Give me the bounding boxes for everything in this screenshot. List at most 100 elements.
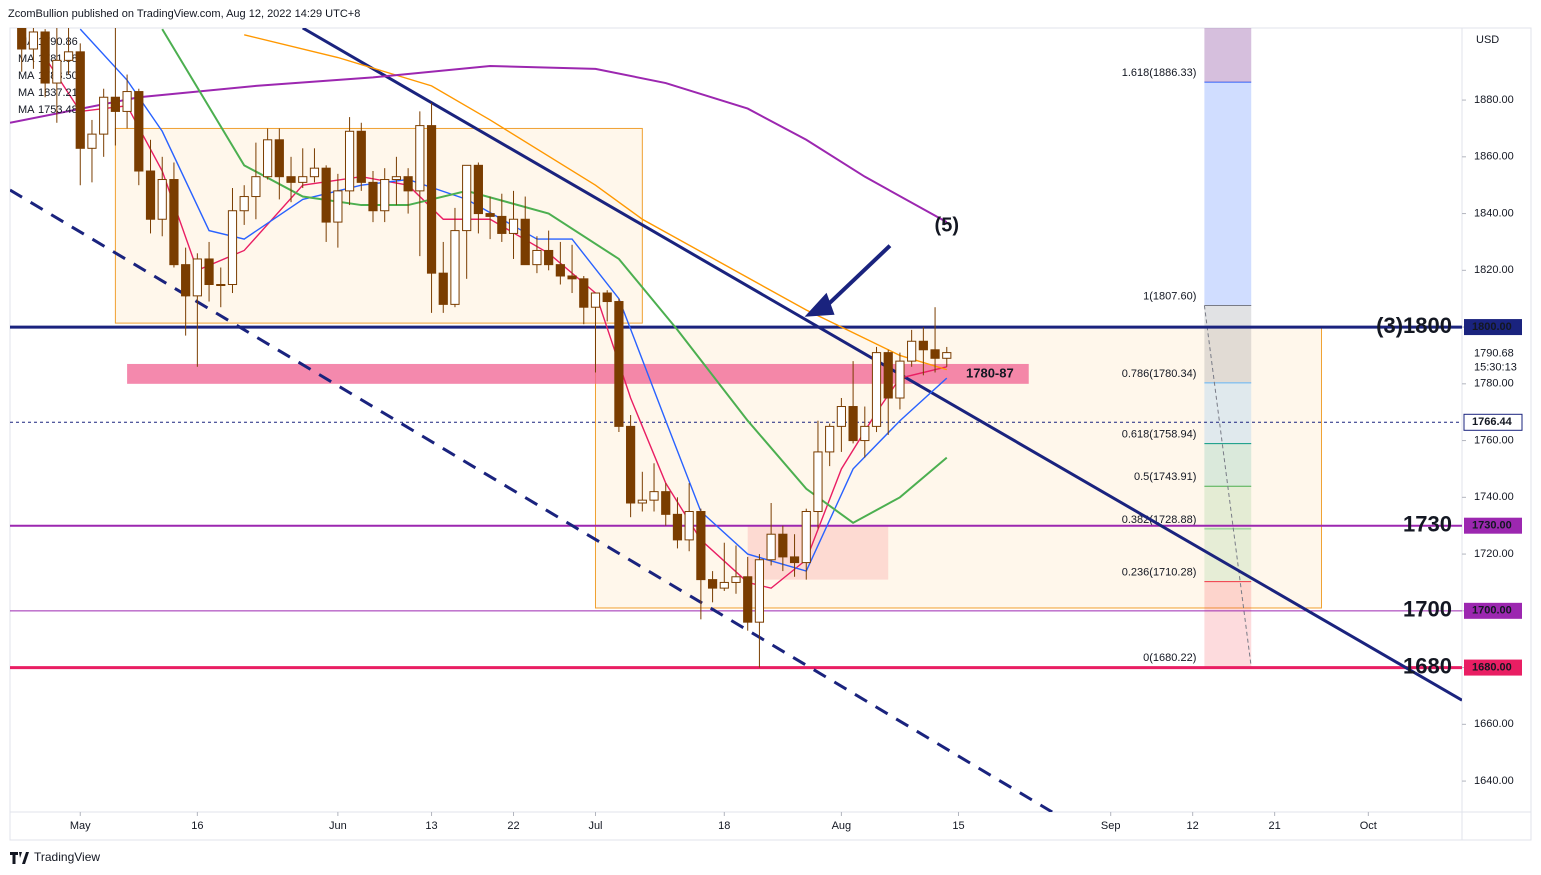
candle-body xyxy=(473,164,483,215)
candle-body xyxy=(672,513,683,541)
x-tick-label: Sep xyxy=(1101,820,1121,832)
level-badge-label: 1730.00 xyxy=(1472,520,1512,532)
x-tick-label: 18 xyxy=(718,820,730,832)
candle-body xyxy=(871,352,882,427)
logo xyxy=(10,852,29,864)
candle-body xyxy=(907,340,917,362)
fib-label: 1(1807.60) xyxy=(1143,290,1196,302)
level-badge xyxy=(1464,319,1522,336)
candle-body xyxy=(766,533,776,561)
candle-body xyxy=(918,340,928,351)
overlay: 1640.00 1660.00 1680.00 1700.00 1720.00 1740.… xyxy=(70,94,1523,832)
arrow-head xyxy=(804,292,835,317)
level-badge xyxy=(1464,517,1522,534)
fib-label: 0.382(1728.88) xyxy=(1122,514,1197,526)
candle-body xyxy=(930,349,940,359)
candle-body xyxy=(169,179,179,266)
candle-body xyxy=(532,249,542,266)
candle-body xyxy=(134,91,144,172)
candle-body xyxy=(520,218,530,266)
y-tick-label: 1740.00 xyxy=(1474,491,1514,503)
x-tick-label: Jul xyxy=(588,820,602,832)
currency: USD xyxy=(1476,34,1499,46)
candle-body xyxy=(251,176,261,198)
ma-line xyxy=(161,28,948,525)
candle-body xyxy=(274,139,284,178)
fib-trend xyxy=(1203,305,1252,668)
fib-top xyxy=(1204,28,1252,83)
candle-body xyxy=(462,164,472,232)
level-badge-label: 1700.00 xyxy=(1472,605,1512,617)
fib-band xyxy=(1204,486,1252,529)
y-tick-label: 1880.00 xyxy=(1474,94,1514,106)
y-tick-label: 1660.00 xyxy=(1474,718,1514,730)
fib-band xyxy=(1204,305,1252,383)
x-tick-label: Oct xyxy=(1360,820,1377,832)
level-label: 1680 xyxy=(1403,653,1452,678)
candle-body xyxy=(321,167,331,223)
x-tick-label: 12 xyxy=(1187,820,1199,832)
candle-body xyxy=(28,31,39,50)
candle-body xyxy=(626,425,636,504)
x-tick-label: 22 xyxy=(507,820,519,832)
candle-body xyxy=(895,360,905,399)
candle-body xyxy=(298,176,308,183)
countdown: 15:30:13 xyxy=(1474,361,1517,373)
candle-body xyxy=(508,218,519,234)
candle-body xyxy=(368,181,378,212)
fib-label: 0(1680.22) xyxy=(1143,652,1196,664)
legend-name: MA xyxy=(18,87,35,99)
header: ZcomBullion published on TradingView.com… xyxy=(8,8,360,20)
level-badge xyxy=(1464,602,1522,619)
candle-body xyxy=(145,170,156,220)
plot: 1780-87 1.618(1886.33) 1(1807.60) 0.786(178… xyxy=(10,28,1462,812)
level-label: 1730 xyxy=(1403,512,1452,537)
y-tick-label: 1860.00 xyxy=(1474,151,1514,163)
candle-body xyxy=(380,179,390,212)
level-label: (3)1800 xyxy=(1376,313,1452,338)
candle-body xyxy=(743,576,753,623)
y-tick-label: 1840.00 xyxy=(1474,207,1514,219)
legend-value: 1837.21 xyxy=(38,87,78,99)
legend-name: MA xyxy=(18,53,35,65)
marker-badge-label: 1766.44 xyxy=(1472,416,1513,428)
candle-body xyxy=(110,96,120,112)
candle-body xyxy=(649,491,659,501)
candle-body xyxy=(555,264,565,277)
arrow xyxy=(823,244,892,310)
candle-body xyxy=(181,264,191,297)
zone xyxy=(127,363,1029,384)
fib-label: 0.5(1743.91) xyxy=(1134,471,1196,483)
candle-body xyxy=(544,249,554,266)
candle-body xyxy=(602,292,612,303)
candle-body xyxy=(696,511,706,581)
candle-body xyxy=(942,352,952,359)
candle-body xyxy=(239,196,249,212)
candle-body xyxy=(216,284,226,287)
candle-body xyxy=(157,179,167,220)
x-tick-label: Aug xyxy=(832,820,852,832)
candle-body xyxy=(719,581,729,589)
fib-band xyxy=(1204,382,1252,444)
candle-body xyxy=(52,59,62,84)
candle-body xyxy=(801,511,811,564)
candle-body xyxy=(40,31,50,84)
fib-label: 0.236(1710.28) xyxy=(1122,567,1197,579)
annotation: (5) xyxy=(935,215,959,237)
candle-body xyxy=(789,556,800,564)
last-price: 1790.68 xyxy=(1474,347,1514,359)
candle-body xyxy=(333,190,343,223)
candle-body xyxy=(485,213,495,217)
candle-body xyxy=(731,576,741,583)
candle-body xyxy=(403,176,413,192)
legend-name: MA xyxy=(18,104,35,116)
candle-body xyxy=(661,491,671,515)
candle-body xyxy=(75,51,85,149)
zone-label: 1780-87 xyxy=(966,365,1014,380)
candle-body xyxy=(684,511,694,541)
fib-band xyxy=(1204,443,1252,487)
candle-body xyxy=(426,125,437,274)
fib-label: 0.618(1758.94) xyxy=(1122,428,1197,440)
candle-body xyxy=(192,258,202,297)
